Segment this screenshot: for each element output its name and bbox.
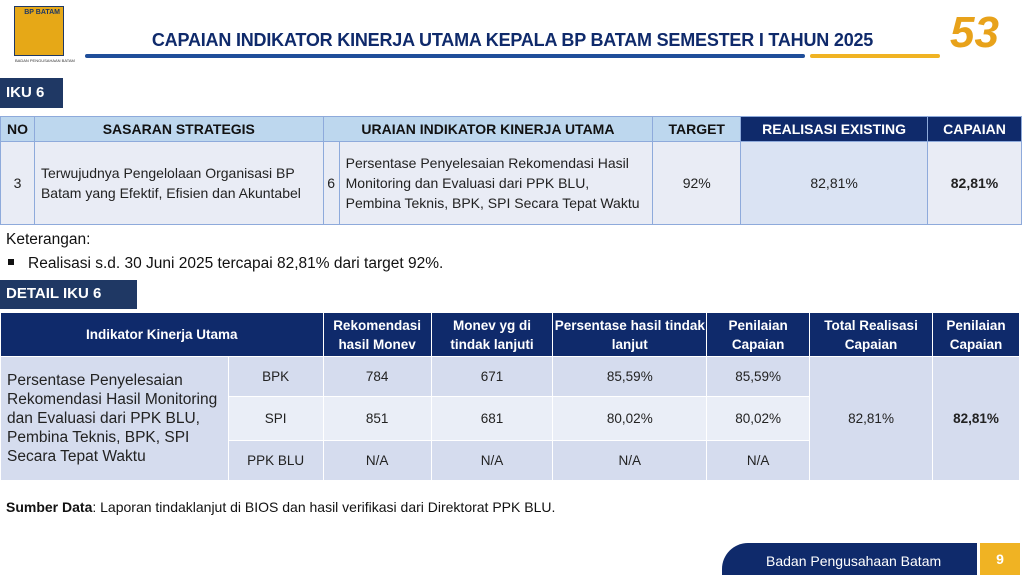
- header-uraian: URAIAN INDIKATOR KINERJA UTAMA: [322, 116, 654, 142]
- header-total: Total Realisasi Capaian: [809, 312, 933, 357]
- page-number: 9: [980, 543, 1020, 575]
- detail-header-row: Indikator Kinerja Utama Rekomendasi hasi…: [0, 312, 1021, 357]
- table-row: Persentase Penyelesaian Rekomendasi Hasi…: [0, 356, 1021, 481]
- cell-persentase: N/A: [552, 440, 708, 481]
- cell-uraian: Persentase Penyelesaian Rekomendasi Hasi…: [338, 141, 654, 225]
- cell-target: 92%: [652, 141, 742, 225]
- title-underline-yellow: [810, 54, 940, 58]
- header-indikator: Indikator Kinerja Utama: [0, 312, 324, 357]
- cell-source: BPK: [227, 356, 324, 397]
- sumber-label: Sumber Data: [6, 499, 93, 515]
- iku-label: IKU 6: [0, 78, 63, 108]
- logo-subtext: BADAN PENGUSAHAAN BATAM: [15, 58, 75, 63]
- header-penilaian-total: Penilaian Capaian: [931, 312, 1021, 357]
- cell-rekomendasi: 851: [322, 396, 432, 441]
- header-no: NO: [0, 116, 35, 142]
- cell-penilaian: 80,02%: [706, 396, 811, 441]
- sumber-text: : Laporan tindaklanjut di BIOS dan hasil…: [92, 499, 556, 515]
- keterangan-label: Keterangan:: [6, 231, 91, 248]
- cell-no: 3: [0, 141, 35, 225]
- keterangan-bullet: Realisasi s.d. 30 Juni 2025 tercapai 82,…: [6, 255, 443, 273]
- cell-capaian: 82,81%: [927, 141, 1022, 225]
- table-row: SPI 851 681 80,02% 80,02%: [1, 396, 1020, 441]
- cell-indikator: Persentase Penyelesaian Rekomendasi Hasi…: [0, 356, 229, 481]
- cell-iku-no: 6: [322, 141, 340, 225]
- cell-penilaian: 85,59%: [706, 356, 811, 397]
- bullet-icon: [8, 259, 14, 265]
- page-title: CAPAIAN INDIKATOR KINERJA UTAMA KEPALA B…: [151, 30, 874, 50]
- keterangan-text: Realisasi s.d. 30 Juni 2025 tercapai 82,…: [28, 255, 444, 272]
- header-sasaran: SASARAN STRATEGIS: [33, 116, 324, 142]
- cell-realisasi: 82,81%: [740, 141, 929, 225]
- anniversary-number: 53: [950, 8, 999, 57]
- header-rekomendasi: Rekomendasi hasil Monev: [322, 312, 432, 357]
- cell-rekomendasi: N/A: [322, 440, 432, 481]
- header-realisasi: REALISASI EXISTING: [740, 116, 929, 142]
- cell-source: SPI: [227, 396, 324, 441]
- cell-rekomendasi: 784: [322, 356, 432, 397]
- cell-penilaian-total: 82,81%: [931, 356, 1021, 481]
- cell-penilaian: N/A: [706, 440, 811, 481]
- cell-source: PPK BLU: [227, 440, 324, 481]
- header-monev: Monev yg di tindak lanjuti: [430, 312, 554, 357]
- anniversary-logo: 53: [950, 8, 999, 58]
- header-penilaian: Penilaian Capaian: [706, 312, 811, 357]
- footer-org: Badan Pengusahaan Batam: [722, 543, 977, 575]
- cell-persentase: 80,02%: [552, 396, 708, 441]
- cell-monev: 681: [430, 396, 554, 441]
- detail-label: DETAIL IKU 6: [0, 280, 137, 309]
- cell-monev: 671: [430, 356, 554, 397]
- logo-text: BP BATAM: [24, 9, 60, 16]
- cell-sasaran: Terwujudnya Pengelolaan Organisasi BP Ba…: [33, 141, 324, 225]
- table-row: 3 Terwujudnya Pengelolaan Organisasi BP …: [0, 141, 1022, 225]
- title-underline-blue: [85, 54, 805, 58]
- header-capaian: CAPAIAN: [927, 116, 1022, 142]
- cell-total: 82,81%: [809, 356, 933, 481]
- header-target: TARGET: [652, 116, 742, 142]
- cell-monev: N/A: [430, 440, 554, 481]
- detail-table: Indikator Kinerja Utama Rekomendasi hasi…: [0, 312, 1021, 481]
- cell-persentase: 85,59%: [552, 356, 708, 397]
- table-row: PPK BLU N/A N/A N/A N/A: [1, 440, 1020, 481]
- header-persentase: Persentase hasil tindak lanjut: [552, 312, 708, 357]
- iku-table: NO SASARAN STRATEGIS URAIAN INDIKATOR KI…: [0, 116, 1022, 225]
- bp-batam-logo: BP BATAM BADAN PENGUSAHAAN BATAM: [14, 6, 75, 63]
- sumber-data: Sumber Data: Laporan tindaklanjut di BIO…: [6, 499, 555, 515]
- iku-header-row: NO SASARAN STRATEGIS URAIAN INDIKATOR KI…: [0, 116, 1022, 142]
